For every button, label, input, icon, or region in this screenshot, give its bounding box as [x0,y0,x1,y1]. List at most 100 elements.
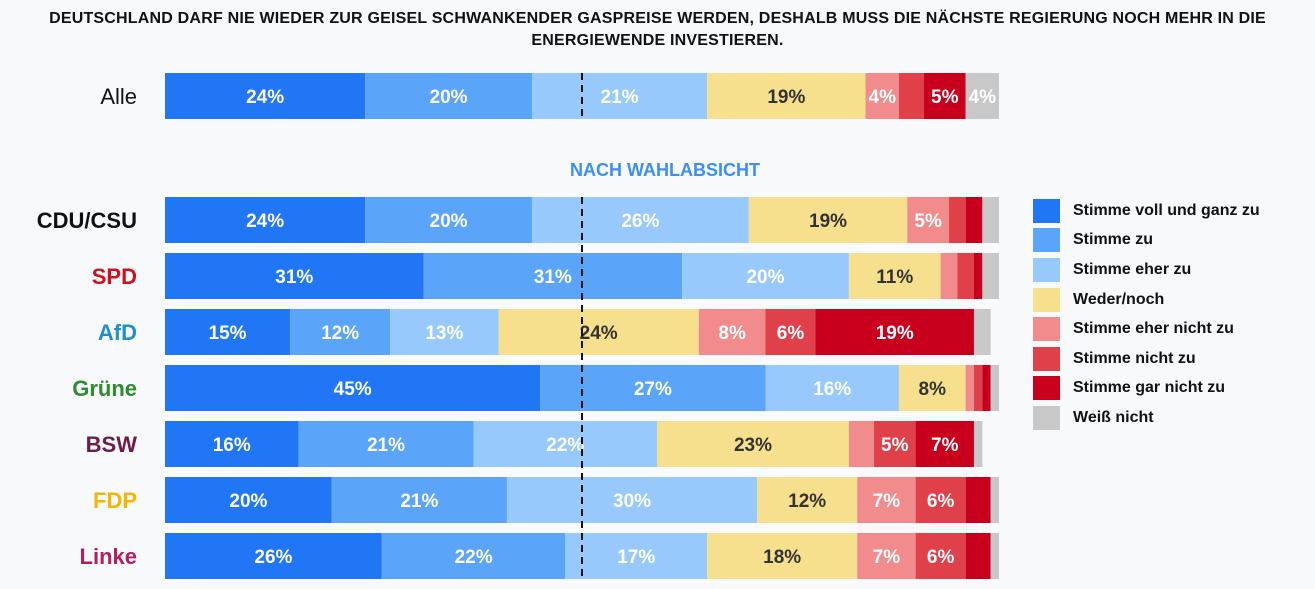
legend-swatch [1033,198,1060,223]
legend-label: Stimme zu [1073,231,1154,249]
legend-label: Weder/noch [1073,290,1165,308]
bar-segment [707,533,858,579]
bar-row-linke: Linke 26% 22% 17% 18% 7% 6% [80,533,999,579]
data-label: 7% [873,547,901,568]
bar-segment [898,73,924,119]
bar-segment [990,533,999,579]
data-label: 4% [969,87,997,108]
data-label: 5% [881,435,909,456]
bar-segment [565,533,708,579]
bar-segment [940,253,958,299]
section-label: NACH WAHLABSICHT [570,160,760,180]
bar-row-bsw: BSW 16% 21% 22% 23% 5% 7% [86,421,983,467]
chart-title: DEUTSCHLAND DARF NIE WIEDER ZUR GEISEL S… [49,10,1266,49]
category-label: SPD [92,264,137,289]
bar-segment [290,309,391,355]
legend-item: Stimme voll und ganz zu [1033,196,1260,226]
bar-segment [165,365,541,411]
data-label: 20% [229,491,267,512]
data-label: 24% [246,211,284,232]
category-label: Linke [80,544,137,569]
legend-label: Stimme voll und ganz zu [1073,201,1260,219]
bar-segment [473,421,658,467]
bar-segment [331,477,507,523]
data-label: 24% [580,323,618,344]
data-label: 21% [367,435,405,456]
data-label: 30% [613,491,651,512]
bar-segment [973,309,991,355]
legend-item: Stimme eher nicht zu [1033,314,1260,344]
bar-segment [907,197,949,243]
data-label: 8% [919,379,947,400]
bar-segment [815,309,974,355]
data-label: 19% [876,323,914,344]
data-label: 12% [788,491,826,512]
data-label: 20% [746,267,784,288]
data-label: 20% [430,211,468,232]
data-label: 5% [914,211,942,232]
bar-segment [848,421,874,467]
bar-segment [990,365,999,411]
bar-segment [990,477,999,523]
data-label: 4% [869,87,897,108]
data-label: 5% [931,87,959,108]
bar-row-cdu-csu: CDU/CSU 24% 20% 26% 19% 5% [37,197,999,243]
data-label: 11% [876,267,913,288]
bar-segment [965,197,983,243]
bar-segment [540,365,766,411]
bar-segment [748,197,908,243]
data-label: 20% [430,87,468,108]
data-label: 21% [601,87,639,108]
bar-segment [365,73,532,119]
bar-segment [390,309,499,355]
data-label: 15% [209,323,247,344]
bar-segment [765,309,816,355]
legend-label: Stimme eher zu [1073,260,1192,278]
data-label: 24% [246,87,284,108]
data-label: 12% [321,323,359,344]
bar-segment [857,477,916,523]
bar-segment [381,533,566,579]
bar-segment [165,533,382,579]
category-label: AfD [98,320,137,345]
data-label: 21% [400,491,438,512]
data-label: 18% [763,547,801,568]
legend-swatch [1033,317,1060,342]
bar-segment [707,73,866,119]
legend-label: Stimme nicht zu [1073,349,1196,367]
data-label: 26% [621,211,659,232]
legend-swatch [1033,257,1060,282]
category-label: Grüne [72,376,137,401]
bar-segment [915,477,966,523]
bar-segment [531,73,708,119]
bar-segment [915,421,974,467]
bar-segment [657,421,849,467]
data-label: 6% [777,323,805,344]
bar-segment [965,533,991,579]
data-label: 23% [734,435,772,456]
bar-segment [982,197,999,243]
bar-row-fdp: FDP 20% 21% 30% 12% 7% 6% [93,477,999,523]
legend-item: Stimme zu [1033,226,1260,256]
bar-segment [498,309,699,355]
bar-segment [873,421,916,467]
bar-segment [957,253,974,299]
data-label: 27% [634,379,672,400]
bar-row-afd: AfD 15% 12% 13% 24% 8% 6% 19% [98,309,991,355]
data-label: 22% [546,435,584,456]
category-label: Alle [100,84,137,109]
bar-row-alle: Alle 24% 20% 21% 19% 4% 5% 4% [100,73,999,119]
bar-segment [865,73,899,119]
category-label: BSW [86,432,138,457]
bar-segment [765,365,899,411]
data-label: 19% [767,87,805,108]
legend-item: Weiß nicht [1033,403,1260,433]
data-label: 6% [927,491,955,512]
data-label: 22% [455,547,493,568]
bar-segment [973,253,983,299]
legend-item: Weder/noch [1033,285,1260,315]
bar-segment [698,309,766,355]
data-label: 26% [254,547,292,568]
legend-swatch [1033,228,1060,253]
